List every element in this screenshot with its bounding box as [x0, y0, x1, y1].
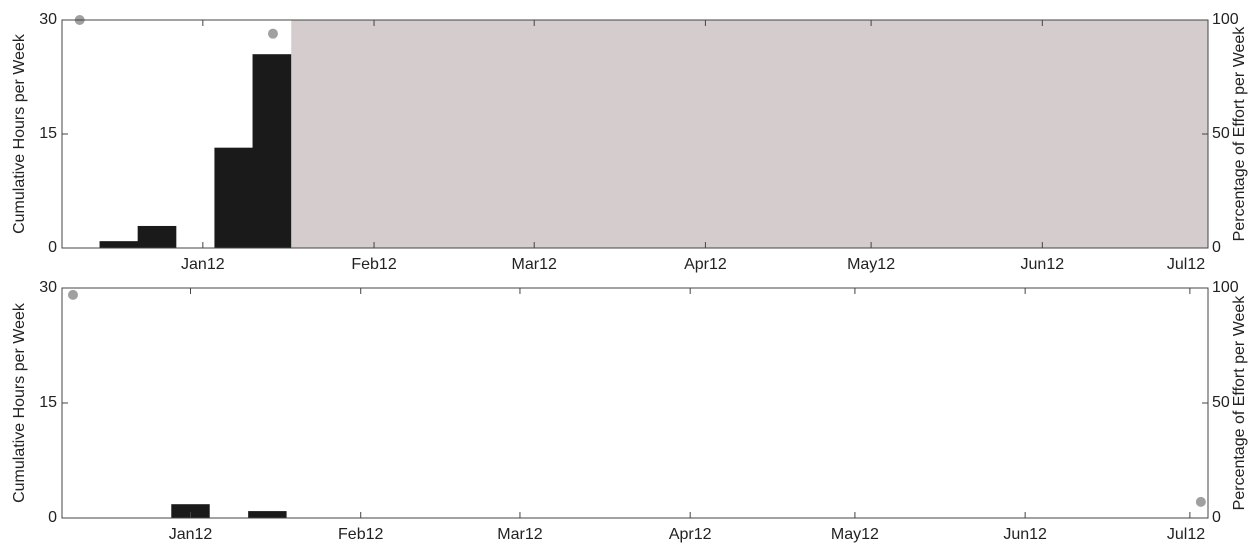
bar [252, 54, 292, 249]
effort-point [67, 289, 78, 300]
x-tick-label: Mar12 [512, 256, 557, 273]
x-tick-label: Apr12 [669, 526, 712, 543]
effort-point [1195, 496, 1206, 507]
x-tick-label: Jan12 [169, 526, 213, 543]
x-tick-label: Feb12 [351, 256, 396, 273]
y2-tick-label: 100 [1212, 11, 1239, 28]
y2-axis-label: Percentage of Effort per Week [1231, 26, 1248, 242]
y2-tick-label: 0 [1212, 239, 1221, 256]
y2-tick-label: 100 [1212, 279, 1239, 296]
y2-tick-label: 50 [1212, 125, 1230, 142]
y2-axis-label: Percentage of Effort per Week [1231, 295, 1248, 511]
x-tick-label: Jun12 [1021, 256, 1065, 273]
y-tick-label: 15 [39, 394, 57, 411]
x-tick-label: Jul12 [1167, 256, 1205, 273]
x-tick-label: Apr12 [684, 256, 727, 273]
y2-tick-label: 0 [1212, 509, 1221, 526]
y-tick-label: 30 [39, 11, 57, 28]
x-tick-label: Jul12 [1167, 526, 1205, 543]
y-tick-label: 0 [48, 509, 57, 526]
y-axis-label: Cumulative Hours per Week [11, 302, 28, 503]
bar [214, 147, 254, 248]
x-tick-label: Mar12 [497, 526, 542, 543]
bar [137, 225, 177, 248]
y-tick-label: 30 [39, 279, 57, 296]
y2-tick-label: 50 [1212, 394, 1230, 411]
no-data-region [291, 20, 1208, 248]
bar [99, 241, 139, 248]
x-tick-label: Feb12 [338, 526, 383, 543]
plot-frame [61, 287, 1209, 519]
x-tick-label: Jun12 [1003, 526, 1047, 543]
x-tick-label: May12 [847, 256, 895, 273]
bar [248, 511, 287, 518]
y-tick-label: 15 [39, 125, 57, 142]
y-tick-label: 0 [48, 239, 57, 256]
bar [171, 504, 210, 518]
effort-point [267, 28, 278, 39]
y-axis-label: Cumulative Hours per Week [11, 33, 28, 234]
x-tick-label: May12 [831, 526, 879, 543]
x-tick-label: Jan12 [181, 256, 225, 273]
